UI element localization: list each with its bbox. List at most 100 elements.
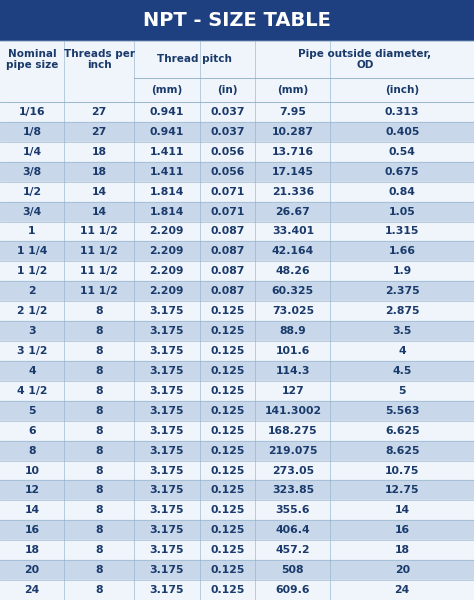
Text: 2 1/2: 2 1/2 — [17, 306, 47, 316]
Text: 18: 18 — [91, 167, 107, 177]
Text: 4 1/2: 4 1/2 — [17, 386, 47, 396]
Text: 1.411: 1.411 — [150, 147, 184, 157]
Text: 0.125: 0.125 — [210, 306, 245, 316]
Text: 1.315: 1.315 — [385, 226, 419, 236]
Bar — [0, 381, 474, 401]
Text: 10.287: 10.287 — [272, 127, 314, 137]
Text: 0.313: 0.313 — [385, 107, 419, 117]
Text: 73.025: 73.025 — [272, 306, 314, 316]
Text: 0.405: 0.405 — [385, 127, 419, 137]
Text: 101.6: 101.6 — [276, 346, 310, 356]
Text: 0.125: 0.125 — [210, 565, 245, 575]
Text: 8: 8 — [95, 565, 103, 575]
Bar — [0, 361, 474, 381]
Text: 24: 24 — [24, 585, 40, 595]
Text: 508: 508 — [282, 565, 304, 575]
Bar — [0, 440, 474, 461]
Text: 60.325: 60.325 — [272, 286, 314, 296]
Text: 4: 4 — [28, 366, 36, 376]
Text: 11 1/2: 11 1/2 — [80, 286, 118, 296]
Text: 3.175: 3.175 — [150, 326, 184, 336]
Text: 3.175: 3.175 — [150, 525, 184, 535]
Text: 0.125: 0.125 — [210, 446, 245, 455]
Text: (mm): (mm) — [277, 85, 309, 95]
Text: 0.125: 0.125 — [210, 505, 245, 515]
Text: 3.175: 3.175 — [150, 545, 184, 555]
Text: 3.175: 3.175 — [150, 485, 184, 496]
Text: 8: 8 — [95, 406, 103, 416]
Text: 2.209: 2.209 — [150, 226, 184, 236]
Text: 0.125: 0.125 — [210, 466, 245, 476]
Text: 3.175: 3.175 — [150, 306, 184, 316]
Text: 0.125: 0.125 — [210, 366, 245, 376]
Text: 2.375: 2.375 — [385, 286, 419, 296]
Bar — [0, 500, 474, 520]
Text: 88.9: 88.9 — [280, 326, 306, 336]
Text: 0.125: 0.125 — [210, 585, 245, 595]
Text: 10.75: 10.75 — [385, 466, 419, 476]
Bar — [0, 281, 474, 301]
Text: 1.05: 1.05 — [389, 206, 416, 217]
Text: 48.26: 48.26 — [275, 266, 310, 277]
Text: 0.125: 0.125 — [210, 545, 245, 555]
Text: 11 1/2: 11 1/2 — [80, 266, 118, 277]
Bar — [0, 0, 474, 41]
Text: 21.336: 21.336 — [272, 187, 314, 197]
Text: 1.814: 1.814 — [150, 187, 184, 197]
Bar — [0, 78, 474, 102]
Text: 0.056: 0.056 — [210, 167, 245, 177]
Text: 1.9: 1.9 — [392, 266, 412, 277]
Text: 18: 18 — [395, 545, 410, 555]
Text: 1.411: 1.411 — [150, 167, 184, 177]
Text: 42.164: 42.164 — [272, 247, 314, 256]
Text: 2.209: 2.209 — [150, 247, 184, 256]
Text: Thread pitch: Thread pitch — [157, 55, 232, 64]
Bar — [0, 461, 474, 481]
Text: 457.2: 457.2 — [275, 545, 310, 555]
Text: 0.675: 0.675 — [385, 167, 419, 177]
Bar — [0, 580, 474, 600]
Text: 0.071: 0.071 — [210, 206, 245, 217]
Text: 33.401: 33.401 — [272, 226, 314, 236]
Text: 1/8: 1/8 — [22, 127, 42, 137]
Text: 0.056: 0.056 — [210, 147, 245, 157]
Text: 8: 8 — [95, 386, 103, 396]
Text: 8: 8 — [95, 366, 103, 376]
Text: 8: 8 — [28, 446, 36, 455]
Text: 12: 12 — [25, 485, 39, 496]
Text: 273.05: 273.05 — [272, 466, 314, 476]
Text: 8: 8 — [95, 346, 103, 356]
Bar — [0, 221, 474, 241]
Text: 3.175: 3.175 — [150, 346, 184, 356]
Bar — [0, 401, 474, 421]
Bar — [0, 560, 474, 580]
Text: 27: 27 — [91, 127, 107, 137]
Text: NPT - SIZE TABLE: NPT - SIZE TABLE — [143, 11, 331, 30]
Text: 0.941: 0.941 — [150, 127, 184, 137]
Text: 0.125: 0.125 — [210, 406, 245, 416]
Text: 0.037: 0.037 — [210, 107, 245, 117]
Text: 127: 127 — [282, 386, 304, 396]
Text: 3.5: 3.5 — [392, 326, 412, 336]
Bar — [0, 321, 474, 341]
Text: 5.563: 5.563 — [385, 406, 419, 416]
Bar — [0, 182, 474, 202]
Text: 8: 8 — [95, 545, 103, 555]
Text: 8: 8 — [95, 466, 103, 476]
Text: 2.209: 2.209 — [150, 286, 184, 296]
Text: 20: 20 — [395, 565, 410, 575]
Text: 0.941: 0.941 — [150, 107, 184, 117]
Text: 8: 8 — [95, 505, 103, 515]
Text: 3.175: 3.175 — [150, 466, 184, 476]
Text: (in): (in) — [217, 85, 238, 95]
Text: 1.814: 1.814 — [150, 206, 184, 217]
Text: 1/4: 1/4 — [22, 147, 42, 157]
Text: 24: 24 — [394, 585, 410, 595]
Text: Nominal
pipe size: Nominal pipe size — [6, 49, 58, 70]
Bar — [0, 102, 474, 122]
Text: 3: 3 — [28, 326, 36, 336]
Text: 10: 10 — [25, 466, 39, 476]
Text: 8: 8 — [95, 585, 103, 595]
Text: 26.67: 26.67 — [275, 206, 310, 217]
Bar — [0, 122, 474, 142]
